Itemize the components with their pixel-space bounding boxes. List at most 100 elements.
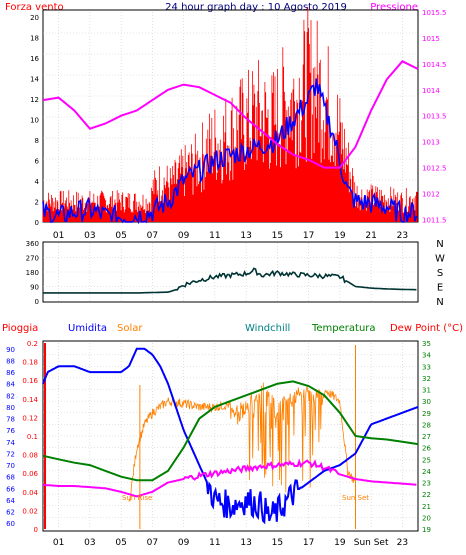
top-x-tick-label: 19 (334, 231, 346, 241)
middle-chart: 0 90 180 270 360 (26, 240, 418, 306)
temp-tick-label: 32 (422, 375, 431, 383)
rain-tick-label: 0.04 (22, 489, 38, 497)
bottom-x-tick-label: Sun Set (354, 538, 389, 548)
middle-tick-label: 270 (26, 255, 39, 263)
humidity-tick-label: 90 (6, 346, 15, 354)
top-x-tick-label: 01 (53, 231, 64, 241)
top-x-tick-label: 15 (272, 231, 283, 241)
temp-tick-label: 33 (422, 363, 431, 371)
humidity-tick-label: 88 (6, 357, 15, 365)
top-left-tick-label: 16 (30, 55, 39, 63)
temp-tick-label: 25 (422, 456, 431, 464)
rain-tick-label: 0.16 (22, 377, 38, 385)
dewpoint-series (42, 458, 417, 498)
top-right-tick-label: 1014.5 (422, 61, 447, 69)
bottom-x-tick-label: 09 (178, 538, 190, 548)
top-left-tick-label: 10 (30, 117, 39, 125)
header-left-label: Forza vento (5, 2, 64, 13)
header-title: 24 hour graph day : 10 Agosto 2019 (165, 2, 347, 13)
temp-tick-label: 24 (422, 468, 431, 476)
humidity-tick-label: 72 (6, 450, 15, 458)
compass-label: N (436, 239, 443, 250)
humidity-tick-label: 82 (6, 392, 15, 400)
temp-tick-label: 19 (422, 526, 431, 534)
humidity-tick-label: 60 (6, 520, 15, 528)
pressure-series (42, 60, 419, 169)
top-left-tick-label: 20 (30, 14, 39, 22)
top-x-tick-label: 05 (115, 231, 126, 241)
bottom-x-tick-label: 19 (334, 538, 346, 548)
humidity-tick-label: 80 (6, 404, 15, 412)
top-right-tick-label: 1015 (422, 35, 440, 43)
bottom-chart: 60 62 64 66 68 70 72 74 76 78 80 82 84 86 88 90 0 0.02 0.0… (6, 340, 431, 548)
top-left-tick-label: 4 (35, 178, 40, 186)
humidity-tick-label: 70 (6, 462, 15, 470)
legend-temperature: Temperatura (311, 323, 376, 334)
middle-tick-label: 180 (26, 269, 39, 277)
header-right-label: Pressione (370, 2, 418, 13)
legend-rain: Pioggia (2, 323, 38, 334)
legend-windchill: Windchill (245, 323, 290, 334)
humidity-tick-label: 86 (6, 369, 15, 377)
compass-label: N (436, 297, 443, 308)
top-x-tick-label: 21 (365, 231, 376, 241)
rain-tick-label: 0.12 (22, 414, 38, 422)
top-x-tick-label: 23 (397, 231, 408, 241)
humidity-tick-label: 84 (6, 381, 15, 389)
top-x-tick-label: 13 (240, 231, 251, 241)
top-right-tick-label: 1014 (422, 87, 440, 95)
top-chart: 024681012141618201011.510121012.51013101… (30, 6, 447, 241)
rain-tick-label: 0.1 (27, 433, 38, 441)
top-x-tick-label: 17 (303, 231, 314, 241)
sun-rise-label: Sun Rise (122, 494, 152, 502)
legend-solar: Solar (117, 323, 143, 334)
temp-tick-label: 29 (422, 410, 431, 418)
legend-humidity: Umidita (68, 323, 107, 334)
temp-tick-label: 34 (422, 352, 431, 360)
humidity-tick-label: 78 (6, 416, 15, 424)
wind-average-series (42, 78, 418, 225)
bottom-x-tick-label: 23 (397, 538, 408, 548)
bottom-x-tick-label: 03 (84, 538, 95, 548)
wind-gust-series (42, 6, 418, 222)
top-right-tick-label: 1015.5 (422, 9, 447, 17)
solar-series (128, 382, 356, 502)
temp-tick-label: 26 (422, 445, 431, 453)
middle-tick-label: 0 (35, 298, 39, 306)
temp-tick-label: 27 (422, 433, 431, 441)
top-right-tick-label: 1012 (422, 190, 440, 198)
compass-label: W (435, 254, 445, 265)
middle-tick-label: 90 (30, 284, 39, 292)
compass-label: E (437, 283, 443, 294)
top-left-tick-label: 2 (35, 199, 39, 207)
rain-tick-label: 0.18 (22, 359, 38, 367)
middle-tick-label: 360 (26, 240, 39, 248)
top-right-tick-label: 1012.5 (422, 165, 447, 173)
top-x-tick-label: 09 (178, 231, 190, 241)
humidity-tick-label: 66 (6, 485, 15, 493)
top-x-tick-label: 03 (84, 231, 95, 241)
bottom-x-tick-label: 13 (240, 538, 251, 548)
bottom-x-tick-label: 01 (53, 538, 64, 548)
rain-tick-label: 0.14 (22, 396, 38, 404)
top-left-tick-label: 6 (35, 158, 40, 166)
top-right-tick-label: 1013 (422, 139, 440, 147)
top-left-tick-label: 18 (30, 35, 39, 43)
sun-set-label: Sun Set (342, 494, 369, 502)
temperature-series (42, 380, 419, 482)
top-left-tick-label: 8 (35, 137, 39, 145)
top-x-tick-label: 07 (147, 231, 158, 241)
top-left-tick-label: 0 (35, 219, 39, 227)
top-right-tick-label: 1013.5 (422, 113, 447, 121)
temp-tick-label: 22 (422, 491, 431, 499)
bottom-x-tick-label: 11 (209, 538, 220, 548)
wind-direction-series (43, 267, 417, 294)
temp-tick-label: 20 (422, 514, 431, 522)
humidity-tick-label: 64 (6, 497, 15, 505)
humidity-tick-label: 74 (6, 439, 15, 447)
rain-tick-label: 0.08 (22, 452, 38, 460)
rain-tick-label: 0.2 (27, 340, 38, 348)
bottom-x-tick-label: 07 (147, 538, 158, 548)
top-x-tick-label: 11 (209, 231, 220, 241)
